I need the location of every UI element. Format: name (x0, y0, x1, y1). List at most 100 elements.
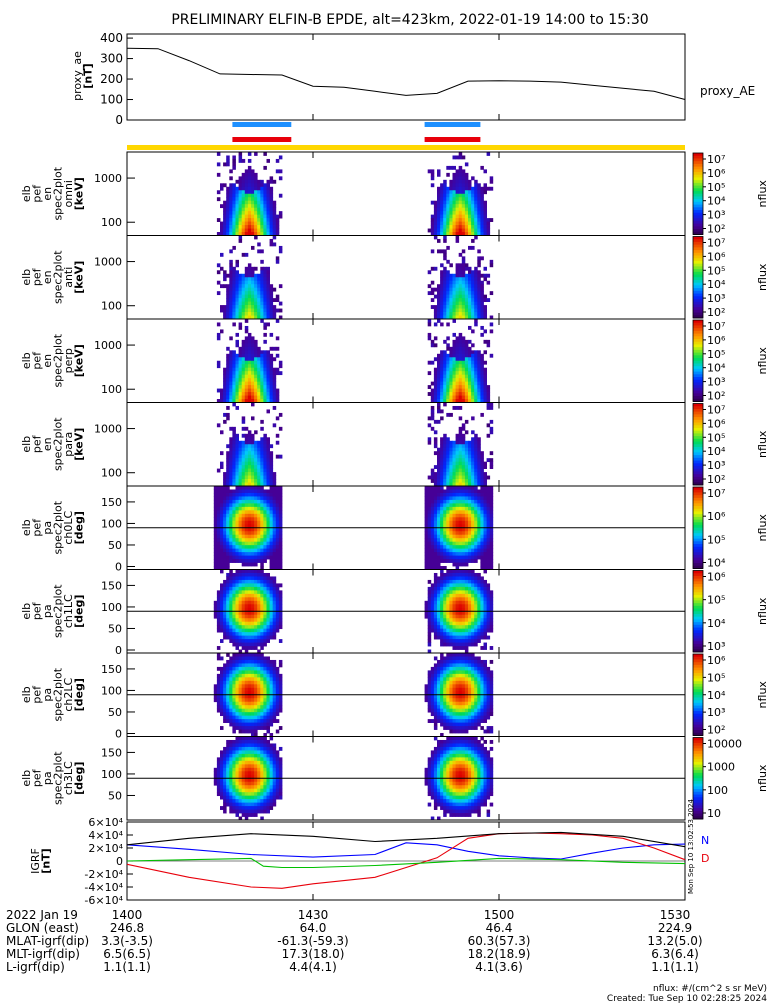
spectrogram-cell (263, 726, 267, 730)
spectrogram-cell (226, 514, 230, 518)
spectrogram-cell (226, 684, 230, 688)
spectrogram-cell (453, 173, 457, 177)
spectrogram-cell (477, 378, 481, 382)
spectrogram-cell (474, 476, 478, 480)
spectrogram-cell (474, 375, 478, 379)
spectrogram-cell (279, 563, 283, 567)
spectrogram-cell (459, 183, 463, 187)
spectrogram-cell (220, 618, 224, 622)
spectrogram-cell (217, 594, 221, 598)
spectrogram-cell (459, 215, 463, 219)
spectrogram-cell (245, 455, 249, 459)
spectrogram-cell (459, 531, 463, 535)
spectrogram-cell (239, 274, 243, 278)
spectrogram-cell (449, 194, 453, 198)
spectrogram-cell (226, 218, 230, 222)
spectrogram-cell (474, 573, 478, 577)
spectrogram-cell (260, 378, 264, 382)
spectrogram-cell (229, 615, 233, 619)
spectrogram-cell (236, 281, 240, 285)
spectrogram-cell (245, 208, 249, 212)
spectrogram-cell (490, 451, 494, 455)
spectrogram-cell (474, 622, 478, 626)
spectrogram-cell (217, 190, 221, 194)
spectrogram-cell (226, 288, 230, 292)
spectrogram-cell (226, 583, 230, 587)
spectrogram-cell (456, 340, 460, 344)
spectrogram-cell (251, 288, 255, 292)
spectrogram-cell (223, 587, 227, 591)
spectrogram-cell (459, 441, 463, 445)
spectrogram-cell (449, 611, 453, 615)
spectrogram-cell (217, 545, 221, 549)
spectrogram-cell (425, 611, 429, 615)
spectrogram-cell (257, 601, 261, 605)
spectrogram-cell (437, 448, 441, 452)
spectrogram-cell (468, 476, 472, 480)
spectrogram-cell (453, 347, 457, 351)
spectrogram-cell (254, 309, 258, 313)
spectrogram-cell (270, 563, 274, 567)
spectrogram-cell (453, 187, 457, 191)
spectrogram-cell (248, 476, 252, 480)
spectrogram-cell (471, 329, 475, 333)
spectrogram-cell (254, 688, 258, 692)
spectrogram-cell (443, 385, 447, 389)
spectrogram-cell (449, 542, 453, 546)
spectrogram-cell (229, 218, 233, 222)
spectrogram-cell (443, 305, 447, 309)
spectrogram-cell (273, 594, 277, 598)
spectrogram-cell (239, 208, 243, 212)
spectrogram-cell (449, 222, 453, 226)
spectrogram-cell (484, 601, 488, 605)
spectrogram-cell (248, 295, 252, 299)
spectrogram-cell (223, 274, 227, 278)
spectrogram-cell (263, 670, 267, 674)
spectrogram-cell (220, 552, 224, 556)
spectrogram-cell (263, 489, 267, 493)
spectrogram-cell (477, 611, 481, 615)
spectrogram-cell (471, 462, 475, 466)
spectrogram-cell (248, 430, 252, 434)
spectrogram-cell (260, 632, 264, 636)
spectrogram-cell (226, 194, 230, 198)
spectrogram-cell (273, 601, 277, 605)
spectrogram-cell (267, 364, 271, 368)
spectrogram-cell (465, 343, 469, 347)
spectrogram-cell (487, 434, 491, 438)
spectrogram-cell (425, 535, 429, 539)
spectrogram-cell (471, 343, 475, 347)
spectrogram-cell (477, 291, 481, 295)
spectrogram-cell (226, 535, 230, 539)
spectrogram-cell (263, 350, 267, 354)
spectrogram-cell (263, 580, 267, 584)
spectrogram-cell (254, 284, 258, 288)
spectrogram-cell (242, 225, 246, 229)
spectrogram-cell (279, 590, 283, 594)
spectrogram-cell (437, 249, 441, 253)
spectrogram-cell (232, 375, 236, 379)
spectrogram-cell (270, 712, 274, 716)
spectrogram-cell (480, 549, 484, 553)
spectrogram-cell (260, 643, 264, 647)
spectrogram-cell (490, 291, 494, 295)
spectrogram-cell (453, 389, 457, 393)
spectrogram-cell (465, 197, 469, 201)
spectrogram-cell (471, 229, 475, 233)
spectrogram-cell (242, 173, 246, 177)
spectrogram-cell (270, 298, 274, 302)
spectrogram-cell (443, 573, 447, 577)
spectrogram-cell (242, 632, 246, 636)
spectrogram-cell (471, 604, 475, 608)
spectrogram-cell (471, 455, 475, 459)
spectrogram-cell (214, 542, 218, 546)
spectrogram-cell (270, 723, 274, 727)
spectrogram-cell (239, 197, 243, 201)
spectrogram-cell (270, 444, 274, 448)
spectrogram-cell (232, 712, 236, 716)
spectrogram-cell (242, 229, 246, 233)
spectrogram-cell (267, 222, 271, 226)
spectrogram-cell (449, 229, 453, 233)
spectrogram-cell (242, 476, 246, 480)
